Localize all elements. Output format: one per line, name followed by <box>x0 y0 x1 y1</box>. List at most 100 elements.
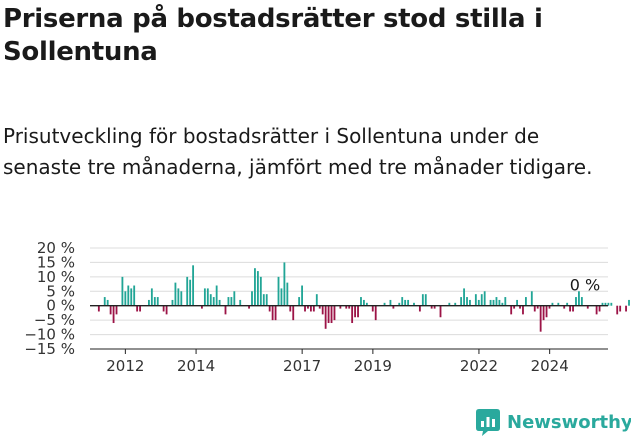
bar <box>268 305 271 312</box>
bar <box>103 297 106 306</box>
bar <box>345 305 348 309</box>
bar <box>536 305 539 309</box>
bar <box>162 305 165 312</box>
bar <box>148 299 150 306</box>
y-tick-label: 10 % <box>37 268 75 286</box>
bar <box>283 262 286 306</box>
chart-title: Priserna på bostadsrätter stod stilla i … <box>3 4 543 67</box>
bar <box>97 305 100 312</box>
bar <box>418 305 421 312</box>
bar <box>516 299 518 306</box>
bar <box>233 291 236 306</box>
bar <box>318 305 321 309</box>
bar <box>357 305 359 318</box>
bar <box>398 302 401 306</box>
x-tick-label: 2012 <box>106 357 144 375</box>
bar <box>206 288 209 306</box>
bar <box>130 288 133 306</box>
bar <box>504 297 507 306</box>
bar <box>259 276 262 306</box>
bar <box>454 302 457 306</box>
bar <box>321 305 324 315</box>
bar <box>542 305 545 321</box>
bar <box>625 305 627 312</box>
bar <box>139 305 141 312</box>
bar <box>112 305 115 324</box>
bar <box>466 297 468 306</box>
newsworthy-logo: Newsworthy <box>476 407 631 437</box>
bar <box>374 305 377 321</box>
bar <box>424 294 427 306</box>
bar <box>601 302 604 306</box>
newsworthy-logo-icon <box>476 408 500 436</box>
bar <box>150 288 153 306</box>
bar <box>533 305 536 312</box>
bar <box>404 299 407 306</box>
bar <box>575 297 577 306</box>
bar <box>489 299 492 306</box>
bar <box>304 305 306 312</box>
bar <box>127 285 130 306</box>
bar <box>136 305 139 312</box>
bar <box>315 294 318 306</box>
bar <box>628 299 630 306</box>
bar <box>557 302 560 306</box>
x-tick-label: 2022 <box>460 357 498 375</box>
bar <box>212 297 215 306</box>
bar <box>286 282 289 306</box>
bar <box>519 305 521 309</box>
bar <box>339 305 342 309</box>
bar <box>289 305 292 312</box>
latest-value-label: 0 % <box>570 276 600 295</box>
bar <box>439 305 442 318</box>
bar <box>448 302 451 306</box>
bar <box>174 282 177 306</box>
bar <box>153 297 156 306</box>
bar <box>513 305 516 309</box>
bar <box>124 291 127 306</box>
bar <box>483 291 486 306</box>
bar <box>280 288 283 306</box>
bar <box>392 305 395 309</box>
bar <box>360 297 362 306</box>
bar <box>265 294 268 306</box>
bar <box>333 305 336 321</box>
bar <box>572 305 574 312</box>
bar <box>492 299 495 306</box>
bar <box>324 305 327 329</box>
y-tick-label: 20 % <box>37 239 75 257</box>
bar <box>177 288 180 306</box>
bar <box>309 305 312 312</box>
bar <box>354 305 356 318</box>
bar <box>545 305 548 318</box>
bar <box>251 291 253 306</box>
bar <box>430 305 433 309</box>
bar <box>595 305 598 315</box>
bar <box>363 299 365 306</box>
bar <box>218 299 221 306</box>
bar <box>401 297 404 306</box>
y-tick-label: 0 % <box>46 297 75 315</box>
x-tick-label: 2019 <box>354 357 392 375</box>
bar <box>215 285 218 306</box>
bar <box>607 302 610 306</box>
bar <box>421 294 424 306</box>
bar <box>610 302 613 306</box>
bar <box>480 294 483 306</box>
bar <box>133 285 136 306</box>
bar <box>209 294 212 306</box>
y-tick-label: −10 % <box>24 326 75 344</box>
bar <box>586 305 589 309</box>
bar <box>254 268 256 306</box>
bar <box>180 291 183 306</box>
bar <box>407 299 410 306</box>
y-tick-label: 15 % <box>37 253 75 271</box>
bar <box>566 302 569 306</box>
bar <box>203 288 206 306</box>
y-tick-label: −15 % <box>24 340 75 358</box>
bar <box>580 297 583 306</box>
bar <box>298 297 301 306</box>
bar <box>256 271 259 306</box>
bar <box>312 305 315 312</box>
bar <box>389 299 392 306</box>
